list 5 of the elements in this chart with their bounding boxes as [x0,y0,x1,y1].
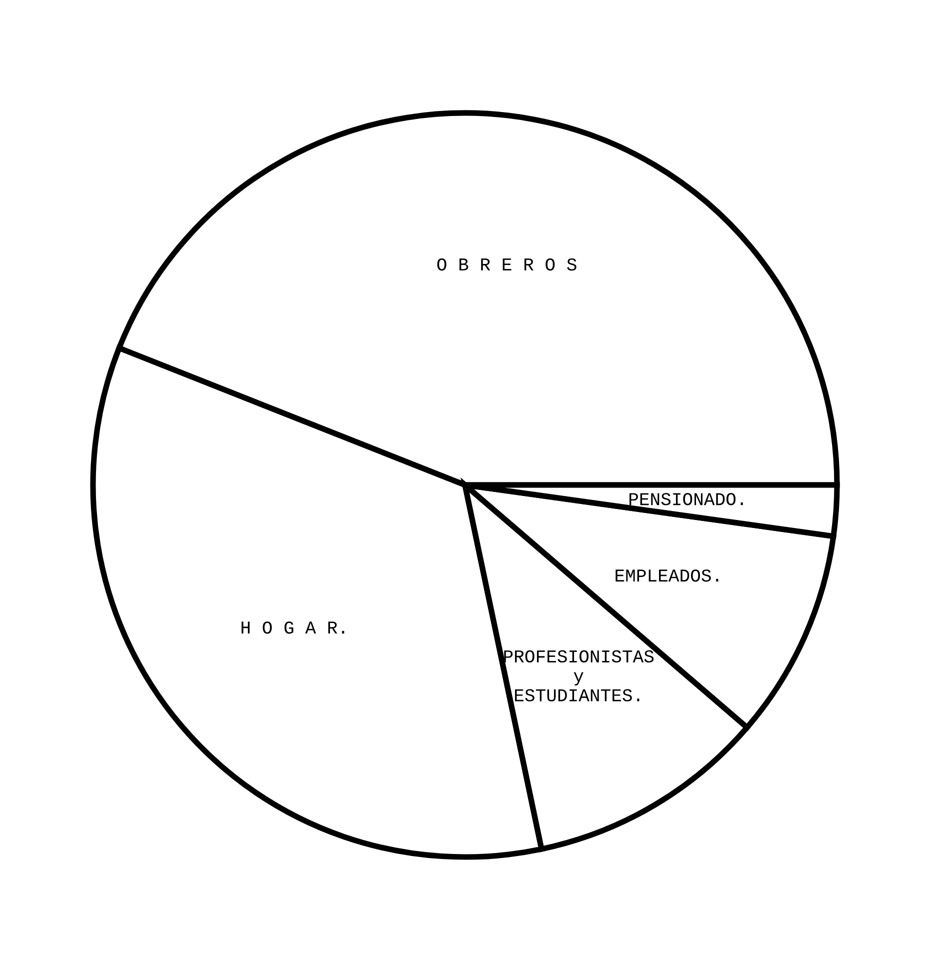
slice-label: PROFESIONISTAS y ESTUDIANTES. [504,650,654,702]
slice-label: EMPLEADOS. [616,569,718,582]
slice-label: PENSIONADO. [629,493,743,506]
slice-label: O B R E R O S [437,258,576,271]
slice-label: H O G A R. [242,621,344,634]
